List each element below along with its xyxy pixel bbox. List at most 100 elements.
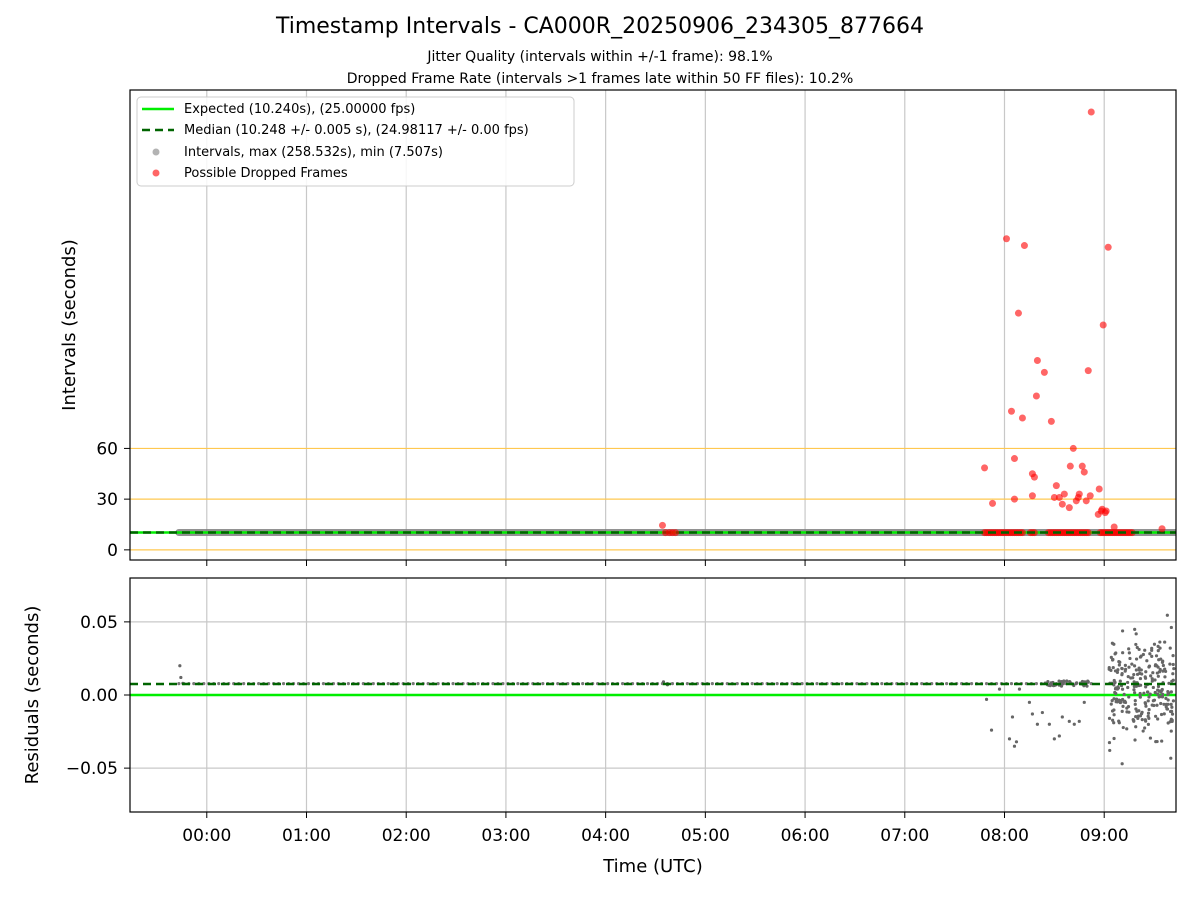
residual-point xyxy=(670,681,675,686)
intervals-y-tick-label: 60 xyxy=(96,439,118,459)
residual-point xyxy=(1130,662,1134,666)
dropped-frame-point xyxy=(989,499,997,507)
dropped-frame-point xyxy=(1033,357,1041,365)
residual-point xyxy=(1156,644,1160,648)
residual-point xyxy=(1126,675,1130,679)
residual-point xyxy=(1014,740,1019,744)
residual-point xyxy=(1027,700,1032,704)
residual-point xyxy=(1136,716,1140,721)
legend-dropped-swatch xyxy=(152,169,160,177)
residual-point xyxy=(1156,688,1160,692)
residual-point xyxy=(177,681,181,686)
residual-point xyxy=(1009,681,1014,686)
residual-point xyxy=(321,681,326,686)
dropped-frame-point xyxy=(1065,504,1073,512)
residual-point xyxy=(620,681,625,686)
residual-point xyxy=(1114,686,1118,690)
residual-point xyxy=(1150,646,1154,650)
legend-dropped-label: Possible Dropped Frames xyxy=(184,166,348,181)
dropped-frame-point xyxy=(1086,492,1094,500)
residual-point xyxy=(1012,744,1017,748)
residual-point xyxy=(1059,684,1064,688)
residual-point xyxy=(1121,725,1125,730)
dropped-frame-point xyxy=(981,464,989,472)
residual-point xyxy=(1034,681,1039,686)
residual-point xyxy=(1110,658,1115,662)
x-tick-label: 00:00 xyxy=(182,826,231,846)
residual-point xyxy=(1119,698,1123,703)
residual-point xyxy=(1110,641,1114,645)
residual-point xyxy=(1138,693,1142,697)
residual-point xyxy=(1065,679,1069,683)
residual-point xyxy=(1117,721,1121,725)
x-tick-label: 05:00 xyxy=(681,826,730,846)
residual-point xyxy=(1168,720,1172,724)
residual-point xyxy=(1017,687,1022,691)
residual-point xyxy=(1170,712,1175,716)
residual-point xyxy=(790,681,794,686)
residual-point xyxy=(1132,672,1136,677)
residual-point xyxy=(1108,748,1112,753)
residual-point xyxy=(840,681,844,686)
residual-point xyxy=(1170,705,1174,709)
residuals-y-tick-label: −0.05 xyxy=(66,759,118,779)
residual-point xyxy=(1083,680,1087,684)
residual-point xyxy=(1060,715,1064,719)
residual-point xyxy=(1135,645,1139,650)
residual-point xyxy=(1138,676,1143,681)
residual-point xyxy=(217,681,221,686)
residual-point xyxy=(855,681,859,686)
residual-point xyxy=(606,681,610,686)
residual-point xyxy=(1077,719,1081,723)
residual-point xyxy=(1169,690,1173,694)
residual-point xyxy=(556,681,560,686)
dropped-frame-point xyxy=(1007,407,1015,415)
dropped-frame-point xyxy=(1110,523,1118,531)
residual-point xyxy=(178,664,182,668)
residual-point xyxy=(1132,664,1137,668)
residual-point xyxy=(1112,736,1116,741)
dropped-frame-point xyxy=(1047,417,1055,425)
residual-point xyxy=(386,681,390,686)
residual-point xyxy=(1137,709,1141,713)
residual-point xyxy=(1135,672,1140,676)
dropped-frame-point xyxy=(1055,493,1063,501)
residual-point xyxy=(1133,738,1137,742)
residual-point xyxy=(865,681,869,686)
residual-point xyxy=(969,681,974,686)
dropped-frame-rate-subtitle: Dropped Frame Rate (intervals >1 frames … xyxy=(346,71,854,87)
dropped-frame-point xyxy=(1087,108,1095,116)
residual-point xyxy=(1164,669,1168,674)
x-tick-label: 07:00 xyxy=(880,826,929,846)
residual-point xyxy=(1115,670,1120,674)
residual-point xyxy=(1035,722,1039,726)
residual-point xyxy=(1152,642,1157,646)
intervals-y-tick-label: 30 xyxy=(96,490,118,510)
residual-point xyxy=(1171,662,1175,667)
residual-point xyxy=(989,728,994,732)
residual-point xyxy=(1040,710,1044,715)
residual-point xyxy=(1166,690,1170,694)
residual-point xyxy=(1155,664,1159,668)
residual-point xyxy=(750,681,754,686)
residual-point xyxy=(1120,687,1125,691)
residual-point xyxy=(1057,734,1061,738)
residual-point xyxy=(1112,683,1116,687)
residual-point xyxy=(192,681,196,686)
residuals-y-axis-label: Residuals (seconds) xyxy=(22,606,43,785)
residual-point xyxy=(1171,699,1176,703)
residual-point xyxy=(984,697,989,701)
residual-point xyxy=(1159,690,1163,694)
legend-intervals-swatch xyxy=(152,148,160,156)
dropped-frame-point xyxy=(1040,368,1048,376)
dropped-frame-point xyxy=(1028,492,1036,500)
dropped-frame-point xyxy=(1014,309,1022,317)
residual-point xyxy=(1159,701,1163,706)
residual-point xyxy=(1138,683,1143,687)
residual-point xyxy=(1127,647,1131,651)
residual-point xyxy=(1169,729,1173,733)
residual-point xyxy=(1111,665,1115,670)
residual-point xyxy=(1057,679,1061,683)
residual-point xyxy=(1120,709,1124,713)
residual-point xyxy=(1132,688,1136,692)
